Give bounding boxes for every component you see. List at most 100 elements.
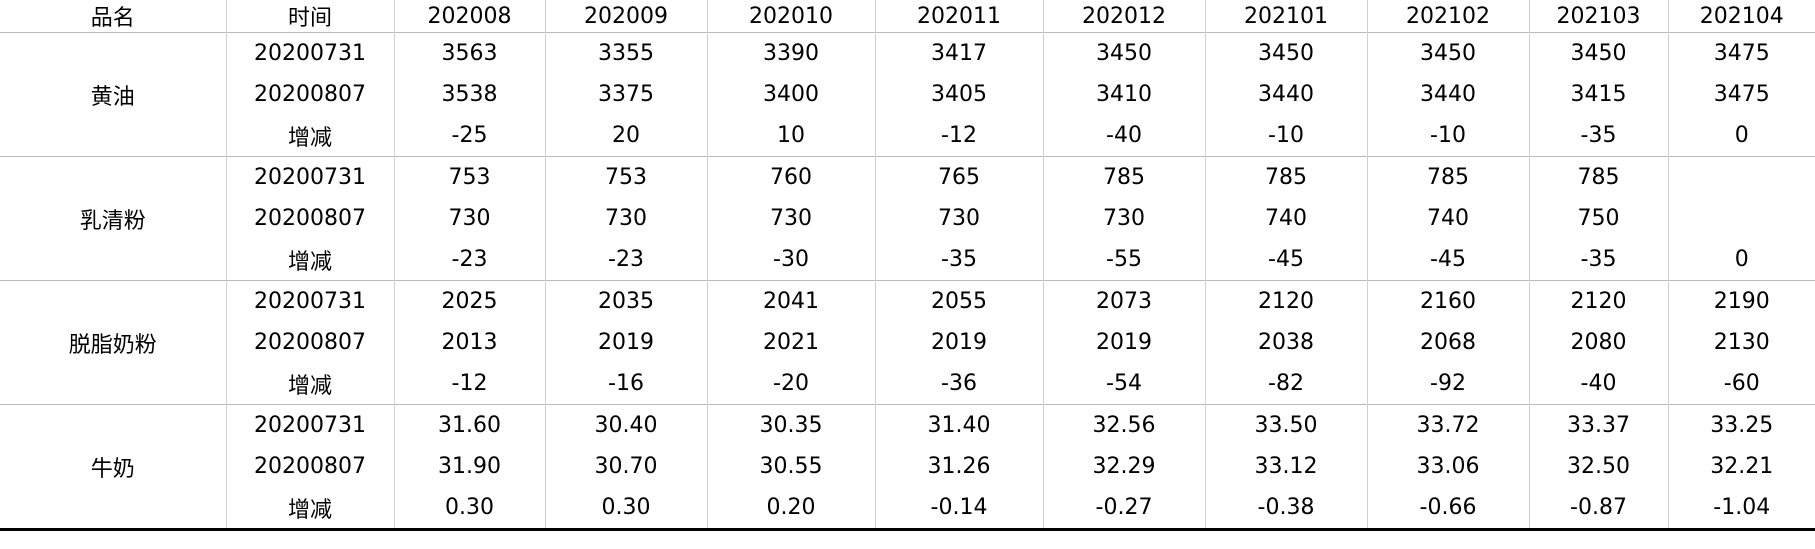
value-cell: 3475 bbox=[1667, 74, 1815, 115]
value-cell: 730 bbox=[874, 198, 1044, 239]
value-cell: -82 bbox=[1204, 363, 1368, 405]
time-cell: 20200731 bbox=[225, 156, 395, 198]
value-cell: 730 bbox=[706, 198, 876, 239]
value-cell: 32.21 bbox=[1667, 446, 1815, 487]
value-cell: 32.56 bbox=[1042, 404, 1206, 446]
data-row: 脱脂奶粉 20200731 2025 2035 2041 2055 2073 2120 2160… bbox=[0, 280, 1815, 405]
value-cell: 0.30 bbox=[544, 487, 708, 531]
header-cell: 202008 bbox=[393, 0, 546, 33]
value-cell: 3475 bbox=[1667, 32, 1815, 74]
value-cell: 2038 bbox=[1204, 322, 1368, 363]
value-cell: 2019 bbox=[1042, 322, 1206, 363]
value-cell: -55 bbox=[1042, 239, 1206, 281]
header-cell: 202009 bbox=[544, 0, 708, 33]
header-cell: 202010 bbox=[706, 0, 876, 33]
value-cell: -40 bbox=[1042, 115, 1206, 157]
value-cell: 753 bbox=[393, 156, 546, 198]
value-cell: -23 bbox=[393, 239, 546, 281]
time-cell: 20200807 bbox=[226, 322, 395, 363]
value-cell: 31.26 bbox=[874, 446, 1044, 487]
value-cell: 2013 bbox=[393, 322, 546, 363]
value-cell: 2130 bbox=[1667, 322, 1815, 363]
value-cell: -10 bbox=[1204, 115, 1368, 157]
value-cell: 2068 bbox=[1366, 322, 1530, 363]
value-cell: 3417 bbox=[874, 32, 1044, 74]
value-cell: 750 bbox=[1528, 198, 1669, 239]
value-cell: 3440 bbox=[1366, 74, 1530, 115]
value-cell: 753 bbox=[544, 156, 708, 198]
time-cell: 20200807 bbox=[226, 198, 395, 239]
value-cell: -60 bbox=[1667, 363, 1815, 405]
value-cell: -16 bbox=[544, 363, 708, 405]
value-cell: -92 bbox=[1366, 363, 1530, 405]
value-cell: 3405 bbox=[874, 74, 1044, 115]
value-cell: 3450 bbox=[1204, 32, 1368, 74]
value-cell: 31.60 bbox=[393, 404, 546, 446]
value-cell: 2035 bbox=[544, 280, 708, 322]
data-row: 牛奶 20200731 31.60 30.40 30.35 31.40 32.56 33.50… bbox=[0, 404, 1815, 531]
data-row: 20200807 31.90 30.70 30.55 31.26 32.29 33.12 33… bbox=[0, 446, 1815, 487]
header-cell: 202012 bbox=[1042, 0, 1206, 33]
value-cell: 785 bbox=[1528, 156, 1669, 198]
value-cell: 30.35 bbox=[706, 404, 876, 446]
time-cell: 增减 bbox=[226, 487, 395, 531]
value-cell: 32.50 bbox=[1528, 446, 1669, 487]
value-cell: 740 bbox=[1366, 198, 1530, 239]
value-cell: 2055 bbox=[874, 280, 1044, 322]
header-cell: 202103 bbox=[1528, 0, 1669, 33]
value-cell: 31.90 bbox=[393, 446, 546, 487]
value-cell: -35 bbox=[1528, 239, 1669, 281]
value-cell: 30.70 bbox=[544, 446, 708, 487]
data-row: 增减 -23 -23 -30 -35 -55 -45 -45 -35 0 bbox=[0, 239, 1815, 281]
value-cell: 3450 bbox=[1042, 32, 1206, 74]
value-cell: -30 bbox=[706, 239, 876, 281]
value-cell: -36 bbox=[874, 363, 1044, 405]
value-cell: -45 bbox=[1366, 239, 1530, 281]
value-cell: 2120 bbox=[1204, 280, 1368, 322]
value-cell: 3410 bbox=[1042, 74, 1206, 115]
time-cell: 20200731 bbox=[225, 280, 395, 322]
value-cell: 3400 bbox=[706, 74, 876, 115]
value-cell: 2041 bbox=[706, 280, 876, 322]
value-cell: -45 bbox=[1204, 239, 1368, 281]
data-row: 20200807 730 730 730 730 730 740 740 750 bbox=[0, 198, 1815, 239]
header-row: 品名 时间 202008 202009 202010 202011 202012 202101… bbox=[0, 0, 1815, 33]
header-cell: 品名 bbox=[0, 0, 227, 33]
value-cell: 2160 bbox=[1366, 280, 1530, 322]
value-cell: 33.12 bbox=[1204, 446, 1368, 487]
value-cell: -12 bbox=[874, 115, 1044, 157]
product-name: 脱脂奶粉 bbox=[0, 280, 227, 405]
value-cell: 730 bbox=[544, 198, 708, 239]
value-cell: -23 bbox=[544, 239, 708, 281]
product-name: 乳清粉 bbox=[0, 156, 227, 281]
value-cell: 2019 bbox=[874, 322, 1044, 363]
value-cell: 2080 bbox=[1528, 322, 1669, 363]
value-cell: 730 bbox=[1042, 198, 1206, 239]
time-cell: 20200731 bbox=[225, 404, 395, 446]
value-cell: 3440 bbox=[1204, 74, 1368, 115]
value-cell: -25 bbox=[393, 115, 546, 157]
product-name: 黄油 bbox=[0, 32, 227, 157]
header-cell: 时间 bbox=[225, 0, 395, 33]
value-cell: 3375 bbox=[544, 74, 708, 115]
header-cell: 202011 bbox=[874, 0, 1044, 33]
value-cell: 33.72 bbox=[1366, 404, 1530, 446]
value-cell: 2120 bbox=[1528, 280, 1669, 322]
value-cell: 30.40 bbox=[544, 404, 708, 446]
value-cell: 2025 bbox=[393, 280, 546, 322]
value-cell: -20 bbox=[706, 363, 876, 405]
value-cell: 785 bbox=[1366, 156, 1530, 198]
value-cell: -0.66 bbox=[1366, 487, 1530, 531]
value-cell: -1.04 bbox=[1667, 487, 1815, 531]
value-cell: 33.06 bbox=[1366, 446, 1530, 487]
header-cell: 202101 bbox=[1204, 0, 1368, 33]
value-cell: 3538 bbox=[393, 74, 546, 115]
value-cell: -35 bbox=[1528, 115, 1669, 157]
data-row: 20200807 3538 3375 3400 3405 3410 3440 3440 3415… bbox=[0, 74, 1815, 115]
value-cell bbox=[1667, 156, 1815, 198]
value-cell: 730 bbox=[393, 198, 546, 239]
product-name: 牛奶 bbox=[0, 404, 227, 531]
data-row: 增减 -12 -16 -20 -36 -54 -82 -92 -40 -60 bbox=[0, 363, 1815, 405]
value-cell: -35 bbox=[874, 239, 1044, 281]
